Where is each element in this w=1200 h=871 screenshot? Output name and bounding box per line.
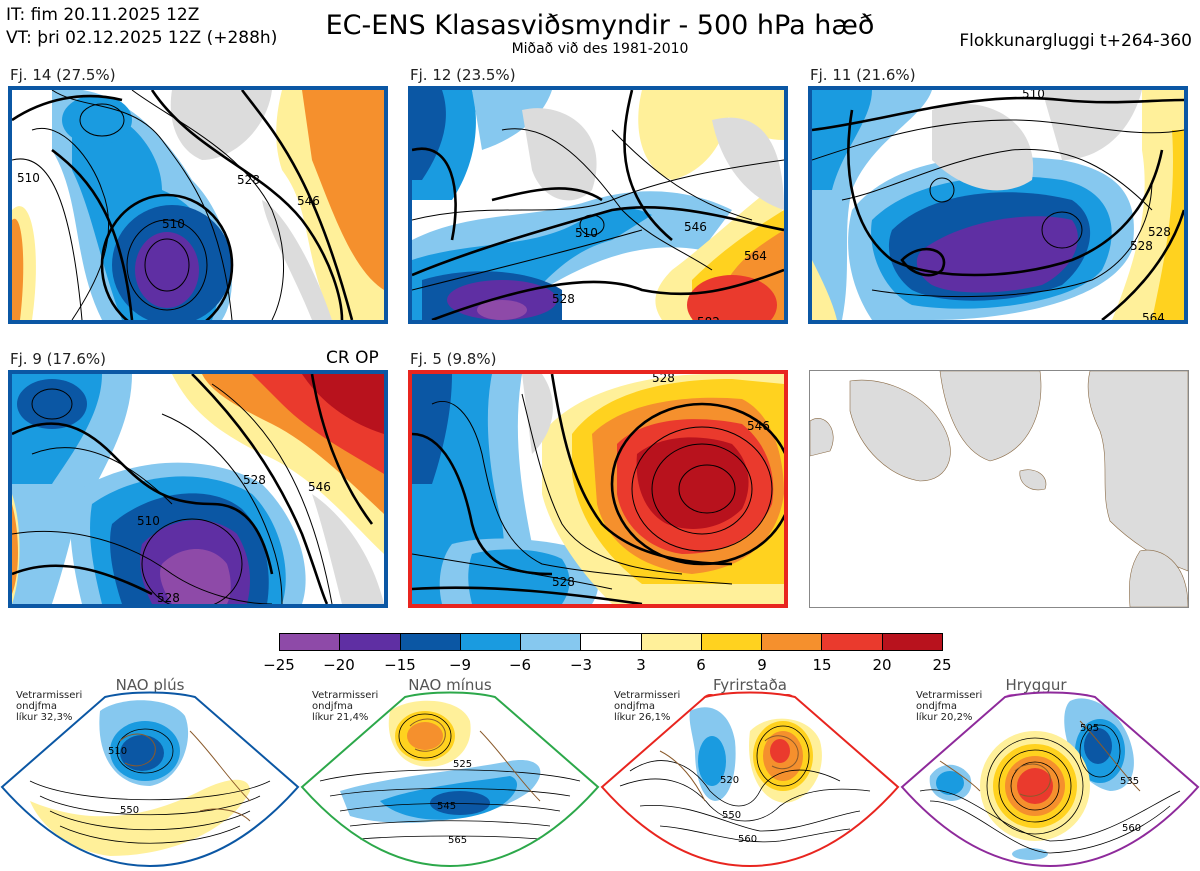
regime-blocking[interactable]: Vetrarmisseri ondjfma líkur 26,1% Fyrirsta… [600,676,900,871]
contour-label: 545 [437,801,456,812]
cluster-label-2: Fj. 12 (23.5%) [410,66,516,84]
contour-label: 528 [237,173,260,187]
colorbar-swatch [340,634,401,650]
colorbar-tick: 6 [696,656,706,674]
contour-label: 510 [1022,90,1045,101]
regime-info: Vetrarmisseri ondjfma líkur 32,3% [16,690,83,723]
contour-label: 528 [243,473,266,487]
contour-label: 528 [552,575,575,589]
contour-label: 510 [162,217,185,231]
regime-title: NAO plús [115,676,185,694]
colorbar-tick: 3 [636,656,646,674]
contour-label: 564 [744,249,767,263]
cluster-map-4[interactable]: 510 528 546 528 [8,370,388,608]
cluster-label-4: Fj. 9 (17.6%) [10,350,106,368]
colorbar-tick: 25 [932,656,952,674]
colorbar-swatch [762,634,823,650]
colorbar-tick: 15 [812,656,832,674]
regime-nao-minus[interactable]: Vetrarmisseri ondjfma líkur 21,4% NAO mínu… [300,676,600,871]
contour-label: 528 [652,374,675,385]
anomaly-colorbar [279,633,943,651]
contour-label: 560 [1122,823,1141,834]
colorbar-tick: −20 [323,656,355,674]
contour-label: 564 [1142,311,1165,320]
regime-title: Fyrirstaða [713,676,787,694]
page-subtitle: Miðað við des 1981-2010 [511,41,689,57]
contour-label: 510 [575,226,598,240]
colorbar-tick: −15 [384,656,416,674]
regime-nao-plus[interactable]: Vetrarmisseri ondjfma líkur 32,3% NAO plús… [0,676,300,871]
contour-label: 528 [1148,225,1171,239]
control-operational-tag: CR OP [326,348,379,368]
contour-label: 550 [722,810,741,821]
regime-title: NAO mínus [408,676,492,694]
contour-label: 528 [552,292,575,306]
contour-label: 582 [697,315,720,320]
contour-label: 505 [1080,723,1099,734]
colorbar-tick: −9 [448,656,472,674]
contour-label: 546 [684,220,707,234]
page-title: EC-ENS Klasasviðsmyndir - 500 hPa hæð [325,10,875,41]
colorbar-swatch [400,634,461,650]
cluster-label-5: Fj. 5 (9.8%) [410,350,497,368]
classification-window: Flokkunargluggi t+264-360 [959,31,1192,51]
contour-label: 535 [1120,776,1139,787]
contour-label: 550 [120,805,139,816]
cluster-label-3: Fj. 11 (21.6%) [810,66,916,84]
header-info: IT: fim 20.11.2025 12Z VT: þri 02.12.202… [6,4,277,50]
contour-label: 546 [308,480,331,494]
contour-label: 546 [747,419,770,433]
colorbar-swatch [641,634,702,650]
valid-time: VT: þri 02.12.2025 12Z (+288h) [6,28,278,48]
regime-info: Vetrarmisseri ondjfma líkur 26,1% [614,690,681,723]
colorbar-tick: 20 [872,656,892,674]
contour-label: 525 [453,759,472,770]
colorbar-swatch [280,634,341,650]
colorbar-tick: −25 [263,656,295,674]
initial-time: IT: fim 20.11.2025 12Z [6,5,200,25]
colorbar-swatch [701,634,763,650]
empty-basemap [809,370,1189,608]
contour-label: 510 [108,746,127,757]
contour-label: 546 [297,194,320,208]
colorbar-swatch [822,634,883,650]
contour-label: 520 [720,775,739,786]
cluster-label-1: Fj. 14 (27.5%) [10,66,116,84]
cluster-map-5[interactable]: 528 546 528 546 [408,370,788,608]
contour-label: 565 [448,835,467,846]
cluster-map-2[interactable]: 510 528 546 564 582 [408,86,788,324]
regime-title: Hryggur [1005,676,1067,694]
colorbar-swatch [460,634,522,650]
regime-ridge[interactable]: Vetrarmisseri ondjfma líkur 20,2% Hryggur [900,676,1200,871]
contour-label: 560 [738,834,757,845]
contour-label: 528 [1130,239,1153,253]
colorbar-swatch [521,634,582,650]
contour-label: 510 [137,514,160,528]
regime-info: Vetrarmisseri ondjfma líkur 21,4% [312,690,379,723]
colorbar-swatch [581,634,642,650]
colorbar-swatch [882,634,942,650]
regime-info: Vetrarmisseri ondjfma líkur 20,2% [916,690,983,723]
colorbar-tick: −3 [569,656,593,674]
colorbar-tick: −6 [508,656,532,674]
cluster-map-1[interactable]: 510 528 546 510 [8,86,388,324]
colorbar-tick: 9 [757,656,767,674]
cluster-map-3[interactable]: 510 528 528 564 [808,86,1188,324]
contour-label: 510 [17,171,40,185]
contour-label: 528 [157,591,180,604]
